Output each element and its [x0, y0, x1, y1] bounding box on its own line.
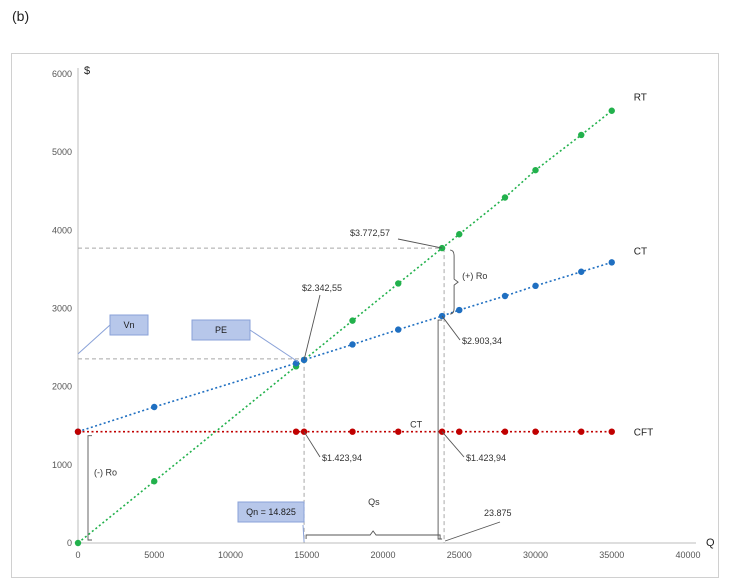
annotations-layer: $2.342,55 $3.772,57 $2.903,34 (+) Ro $1.423,… — [77, 228, 512, 543]
cft-qs-leader — [441, 431, 465, 458]
data-point-ct — [456, 306, 463, 314]
data-point-cft — [292, 428, 300, 435]
data-point-rt — [501, 194, 509, 201]
y-tick-label: 2000 — [52, 382, 72, 392]
vn-box-label: Vn — [123, 320, 134, 330]
data-point-rt — [395, 280, 402, 287]
qn-leader — [302, 524, 305, 543]
data-point-ct — [151, 403, 158, 411]
y-tick-label: 0 — [67, 538, 72, 548]
x-tick-label: 30000 — [523, 550, 548, 560]
x-tick-label: 25000 — [447, 550, 472, 560]
x-tick-label: 0 — [75, 550, 80, 560]
x-tick-label: 10000 — [218, 550, 243, 560]
cft-qs-value-label: $1.423,94 — [466, 453, 506, 463]
pe-value-leader — [303, 294, 321, 360]
qn-box-label: Qn = 14.825 — [246, 507, 296, 517]
qs-brace-label: Qs — [368, 497, 380, 507]
pe-value-label: $2.342,55 — [302, 283, 342, 293]
vn-leader — [77, 324, 111, 355]
data-point-cft — [395, 428, 402, 435]
data-point-rt — [456, 231, 463, 238]
minus-ro-label: (-) Ro — [94, 467, 117, 477]
x-tick-label: 20000 — [370, 550, 395, 560]
rt-qs-leader — [397, 238, 443, 249]
guide-lines — [78, 247, 445, 543]
data-point-ct — [349, 341, 356, 348]
cft-pe-value-label: $1.423,94 — [322, 453, 362, 463]
x-tick-label: 5000 — [144, 550, 164, 560]
chart-frame — [11, 53, 719, 578]
data-point-ct — [578, 268, 585, 275]
series-layer: RT CT CFT — [74, 93, 653, 547]
data-point-rt — [151, 478, 158, 485]
rt-qs-value-label: $3.772,57 — [350, 228, 390, 238]
ct-qs-leader — [441, 315, 461, 341]
data-point-cft — [456, 428, 463, 435]
axes: 0 5000 10000 15000 20000 25000 30000 35000 40000… — [52, 65, 715, 560]
data-point-cft — [300, 428, 308, 435]
data-point-cft — [349, 428, 356, 435]
y-tick-label: 3000 — [52, 304, 72, 314]
x-tick-label: 35000 — [599, 550, 624, 560]
data-point-cft — [578, 428, 585, 435]
pe-box-label: PE — [215, 325, 227, 335]
series-label-ct: CT — [634, 246, 647, 257]
pe-box-leader — [249, 329, 299, 363]
data-point-cft — [74, 428, 82, 435]
data-point-rt — [532, 166, 539, 174]
data-point-ct — [501, 292, 509, 300]
qs-value-label: 23.875 — [484, 508, 512, 518]
series-label-cft: CFT — [634, 428, 653, 439]
qn-box — [237, 501, 305, 523]
minus-ro-bracket — [87, 435, 92, 541]
figure-label: (b) — [12, 8, 30, 24]
y-tick-label: 4000 — [52, 225, 72, 235]
y-tick-label: 1000 — [52, 460, 72, 470]
y-tick-label: 5000 — [52, 147, 72, 157]
data-point-cft — [501, 428, 509, 435]
ct-qs-value-label: $2.903,34 — [462, 336, 502, 346]
data-point-rt — [74, 539, 82, 547]
pe-box — [191, 319, 251, 341]
data-point-ct — [532, 282, 539, 290]
vn-box — [109, 314, 149, 336]
data-point-cft — [608, 428, 615, 435]
y-axis-title: $ — [84, 65, 90, 77]
data-point-rt — [608, 107, 615, 114]
x-tick-label: 15000 — [294, 550, 319, 560]
data-point-ct — [608, 259, 615, 266]
series-line-ct — [77, 261, 612, 433]
x-axis-title: Q — [706, 537, 715, 549]
plus-ro-brace — [450, 249, 459, 315]
data-point-rt — [578, 131, 585, 139]
series-label-rt: RT — [634, 93, 647, 104]
series-line-rt — [77, 110, 613, 544]
data-point-rt — [349, 317, 356, 324]
qs-brace — [305, 530, 441, 539]
data-point-cft — [532, 428, 539, 435]
ct-bracket-label: CT — [410, 420, 422, 430]
qs-value-leader — [444, 521, 501, 542]
data-point-ct — [395, 326, 402, 333]
y-tick-label: 6000 — [52, 69, 72, 79]
x-tick-label: 40000 — [675, 550, 700, 560]
plus-ro-label: (+) Ro — [462, 271, 487, 281]
cft-pe-leader — [303, 431, 321, 458]
